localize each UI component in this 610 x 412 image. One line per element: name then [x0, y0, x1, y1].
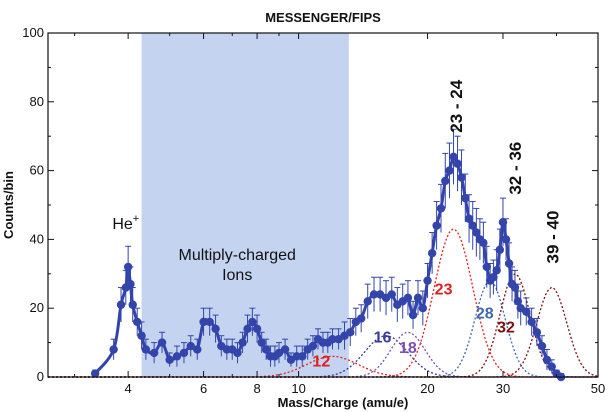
data-point	[165, 355, 174, 364]
data-point	[498, 218, 508, 227]
data-point	[432, 221, 441, 230]
data-point	[436, 204, 446, 213]
y-axis-label: Counts/bin	[1, 171, 16, 239]
data-point	[126, 279, 135, 289]
data-point	[522, 307, 531, 316]
data-point	[252, 324, 262, 334]
component-curve-28	[48, 280, 598, 378]
y-tick-label: 60	[30, 163, 44, 178]
data-point	[363, 297, 372, 306]
x-tick-label: 6	[200, 381, 207, 396]
data-point	[149, 348, 159, 358]
chart-title: MESSENGER/FIPS	[265, 10, 381, 25]
data-point	[238, 338, 247, 347]
data-point	[243, 324, 252, 334]
y-tick-label: 20	[30, 300, 44, 315]
x-tick-label: 20	[420, 381, 434, 396]
annotation-12: 12	[312, 354, 330, 371]
annotation-32-36: 32 - 36	[506, 142, 525, 195]
data-point	[298, 352, 307, 361]
data-point	[510, 283, 520, 292]
data-point	[501, 235, 511, 244]
annotation-39-40: 39 - 40	[544, 211, 563, 264]
data-point	[537, 341, 547, 351]
data-point	[257, 338, 266, 347]
data-point	[547, 362, 556, 371]
data-point	[328, 334, 337, 344]
y-tick-label: 100	[22, 25, 44, 40]
data-point	[513, 297, 523, 306]
data-point	[492, 266, 501, 275]
data-point	[542, 355, 552, 364]
y-tick-label: 0	[37, 369, 44, 384]
x-axis-label: Mass/Charge (amu/e)	[278, 395, 409, 410]
data-point	[423, 276, 432, 285]
data-point	[527, 317, 536, 327]
data-point	[205, 317, 214, 327]
data-point	[532, 328, 542, 337]
annotation-23-24: 23 - 24	[447, 79, 466, 132]
annotation-32: 32	[497, 319, 515, 336]
data-point	[472, 228, 481, 237]
data-point	[137, 331, 146, 340]
data-point	[441, 176, 450, 186]
data-point	[248, 317, 257, 327]
annotation-16: 16	[374, 330, 392, 347]
data-point	[274, 348, 284, 358]
x-tick-label: 8	[253, 381, 260, 396]
data-point	[479, 238, 488, 248]
data-point	[128, 300, 137, 309]
data-point	[461, 193, 470, 203]
data-point	[172, 352, 182, 361]
data-point	[482, 262, 491, 272]
data-point	[369, 290, 379, 299]
data-point	[504, 259, 514, 268]
data-point	[233, 348, 242, 358]
data-point	[133, 317, 142, 327]
data-point	[141, 345, 151, 354]
data-point	[199, 317, 208, 327]
shaded-region	[141, 33, 349, 377]
x-tick-label: 4	[125, 381, 132, 396]
data-point	[457, 173, 466, 182]
data-point	[495, 245, 505, 254]
data-point	[90, 369, 100, 378]
data-point	[186, 341, 195, 351]
annotation-18: 18	[399, 340, 417, 357]
data-point	[356, 314, 366, 323]
data-point	[418, 304, 428, 313]
data-point	[468, 221, 477, 230]
data-point	[449, 152, 458, 162]
data-point	[387, 290, 396, 299]
data-point	[346, 328, 355, 337]
data-point	[445, 166, 454, 175]
data-point	[109, 345, 118, 354]
shaded-region-label: Multiply-charged Ions	[179, 247, 296, 284]
data-point	[261, 345, 271, 354]
y-tick-label: 40	[30, 231, 44, 246]
x-tick-label: 50	[591, 381, 605, 396]
data-point	[157, 338, 167, 347]
data-point	[116, 300, 126, 309]
data-point	[453, 159, 462, 168]
data-point	[489, 273, 498, 282]
y-tick-label: 80	[30, 94, 44, 109]
x-tick-label: 10	[291, 381, 305, 396]
data-point	[179, 348, 189, 358]
data-point	[280, 345, 290, 354]
annotation-28: 28	[476, 306, 494, 323]
data-point	[403, 293, 413, 303]
data-point	[211, 324, 220, 334]
data-point	[427, 248, 437, 258]
annotation-He: He+	[112, 213, 139, 233]
data-point	[408, 310, 418, 320]
data-point	[464, 214, 474, 223]
data-point	[308, 341, 318, 351]
data-point	[413, 293, 423, 303]
x-tick-label: 30	[496, 381, 510, 396]
annotation-23: 23	[435, 281, 453, 298]
data-point	[193, 345, 202, 354]
